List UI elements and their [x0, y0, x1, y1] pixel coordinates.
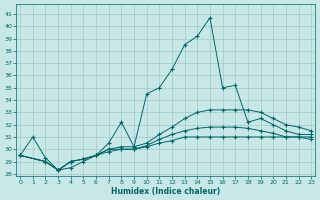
X-axis label: Humidex (Indice chaleur): Humidex (Indice chaleur): [111, 187, 220, 196]
